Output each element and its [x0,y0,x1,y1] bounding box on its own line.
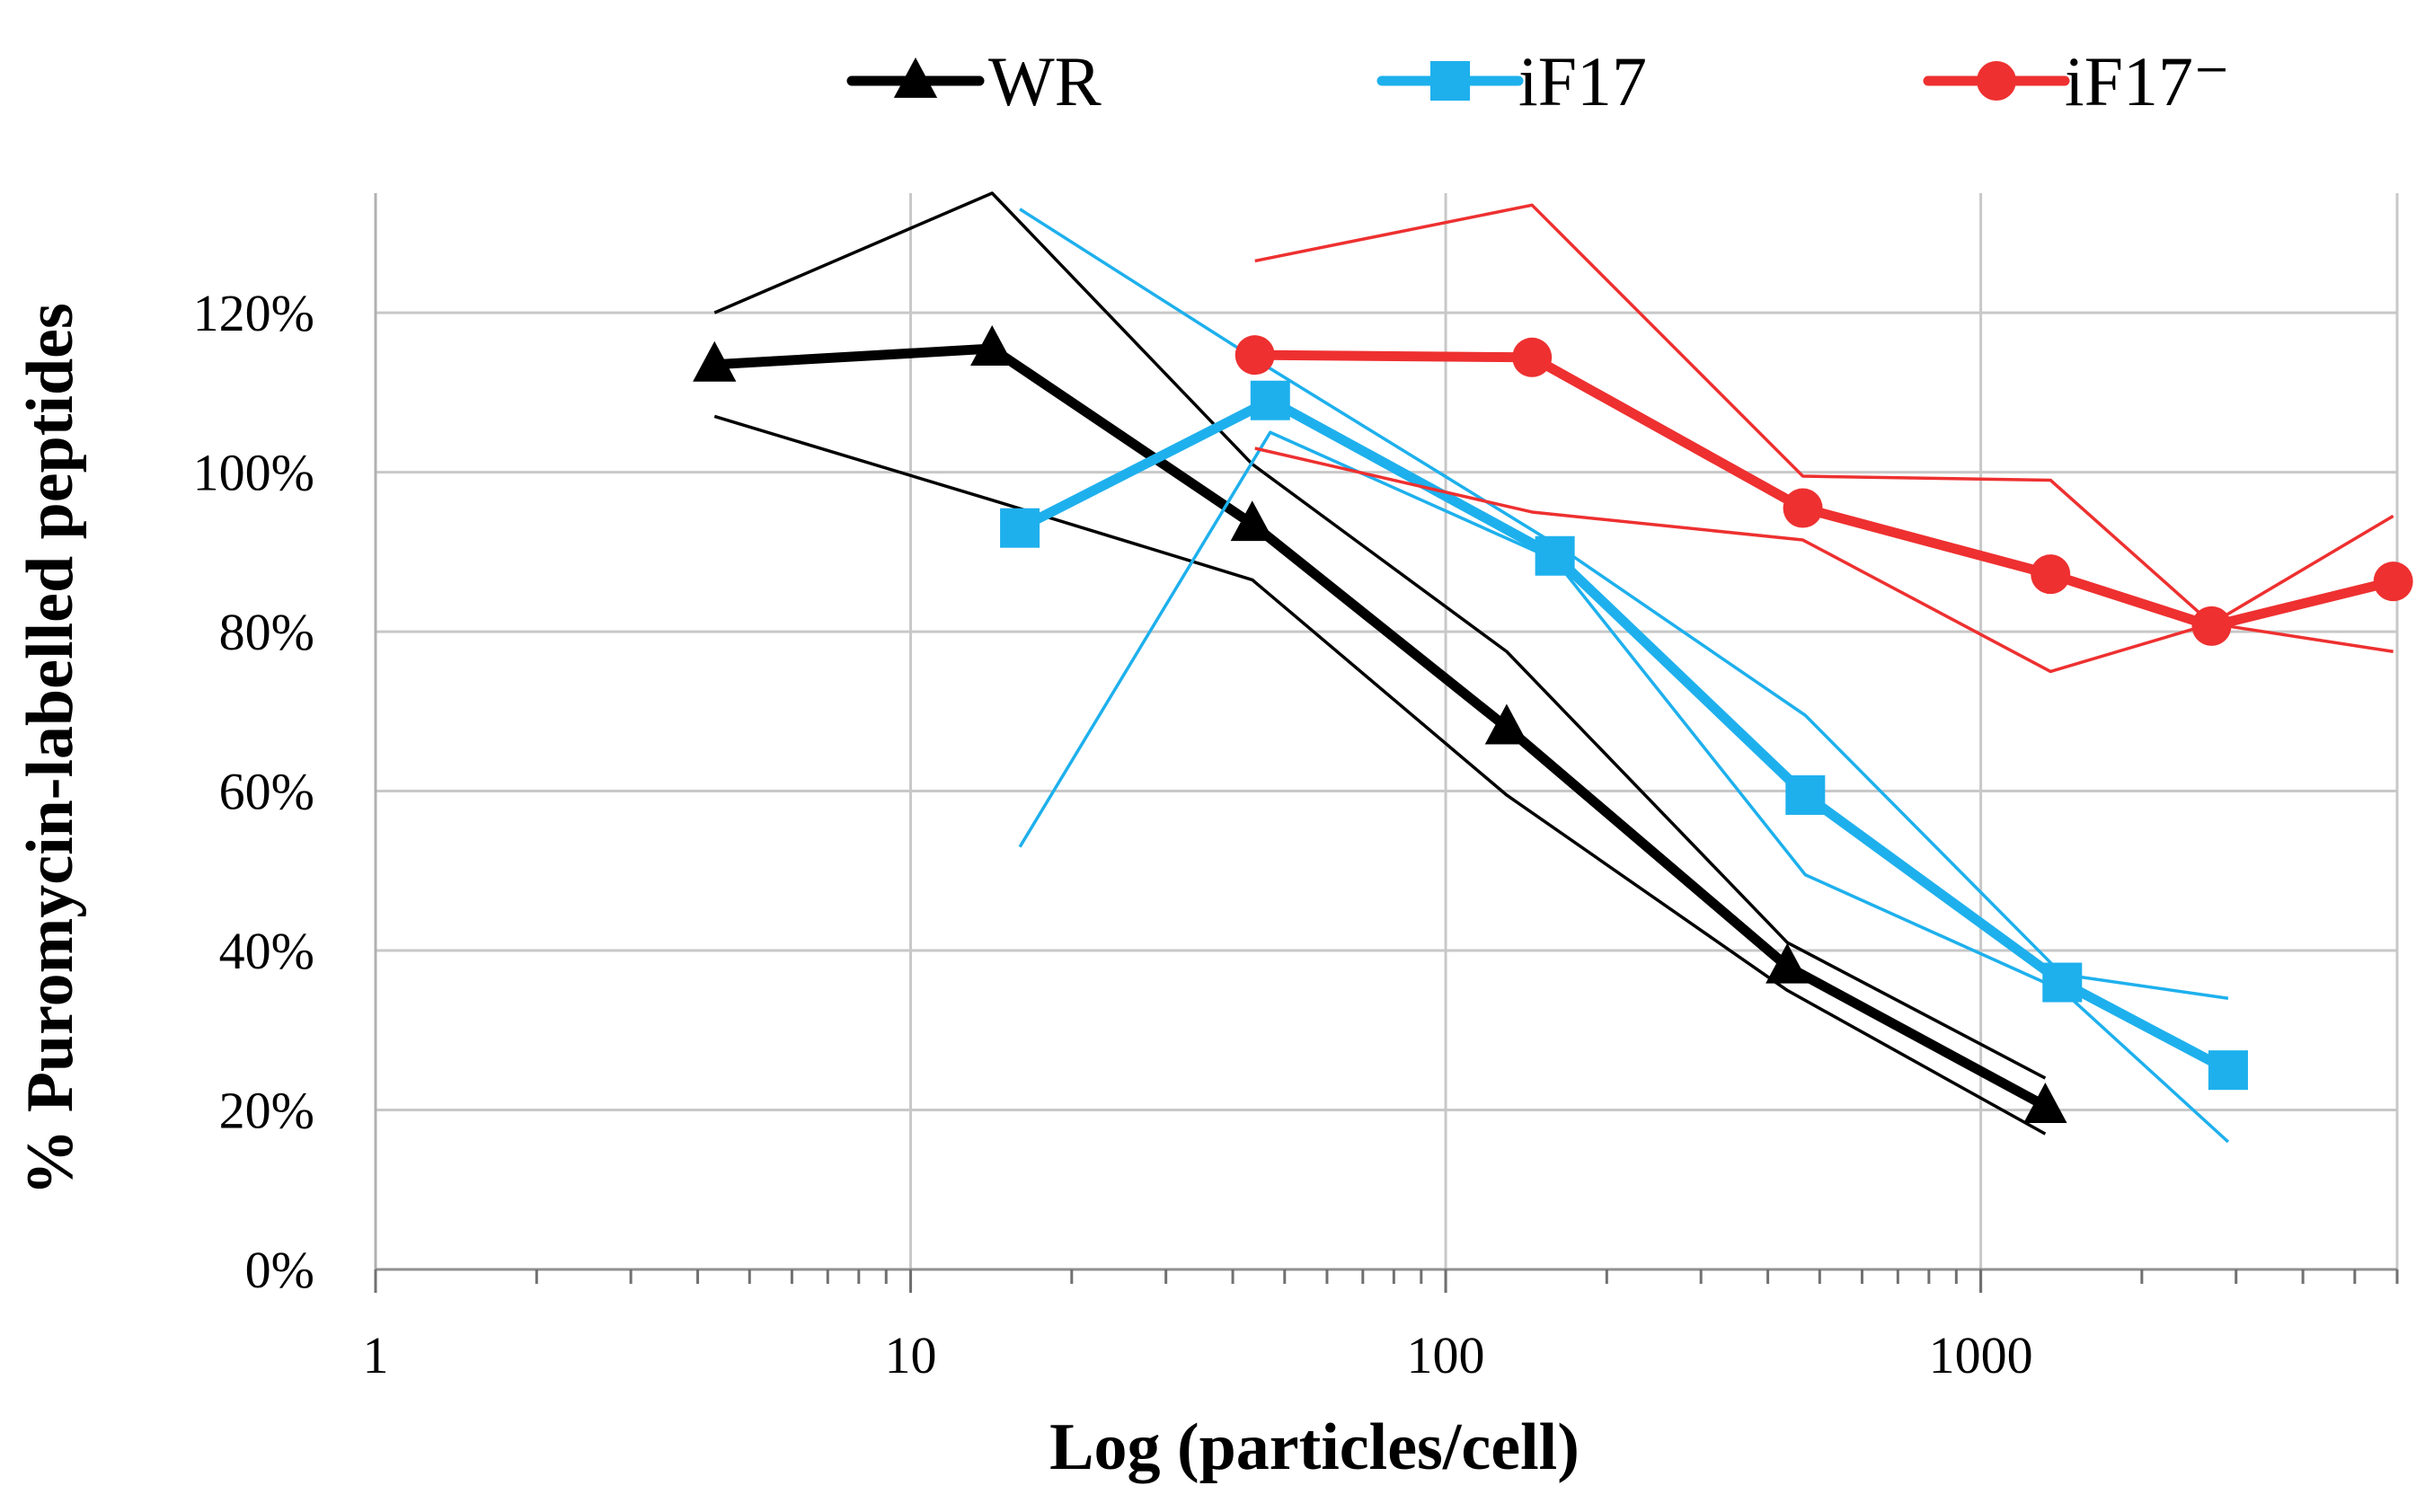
lower-bound-line [1018,430,2230,1144]
lower-bound-line [1254,447,2394,674]
legend-marker [1977,61,2016,101]
y-tick-label: 120% [193,284,314,342]
data-point [2191,606,2232,646]
upper-bound-line [713,191,2047,1080]
data-point [1512,337,1553,377]
legend-item-2: iF17⁻ [1923,42,2230,120]
y-tick-label: 20% [219,1082,314,1140]
legend-label: WR [988,42,1102,120]
data-point [1250,380,1290,420]
data-point [2042,962,2083,1003]
series-line [1014,395,2234,1075]
legend-marker [1430,61,1470,101]
lower-bound-line [713,414,2047,1136]
data-point [1535,535,1575,576]
data-point [2023,1083,2067,1123]
data-point [1235,335,1275,376]
x-tick-label: 100 [1407,1326,1485,1384]
y-tick-label: 60% [219,763,314,821]
data-point [970,325,1014,366]
x-axis-title: Log (particles/cell) [1049,1410,1580,1484]
upper-bound-line [1254,203,2394,625]
data-point [1783,488,1823,528]
upper-bound-line [1019,208,2229,1001]
legend-marker [893,57,938,98]
data-point [1766,942,1810,984]
legend-item-1: iF17 [1376,42,1647,120]
data-point [2373,561,2413,602]
legend-item-0: WR [846,42,1102,120]
y-axis-title: % Puromycin-labelled peptides [13,303,87,1196]
series-line [1250,349,2399,632]
x-tick-label: 1000 [1929,1326,2033,1384]
legend: WR iF17 iF17⁻ [846,42,2230,120]
legend-label: iF17 [1518,42,1647,120]
data-point [1000,508,1040,548]
gridlines [376,193,2399,1269]
axes: 0% 20% 40% 60% 80% 100% 120% 1 10 100 1000 [193,193,2399,1384]
x-tick-label: 1 [363,1326,389,1384]
y-tick-label: 100% [193,444,314,502]
series-1 [1000,208,2248,1144]
series-2 [1235,203,2413,674]
data-point [1230,500,1274,542]
data-point [693,340,737,382]
y-tick-label: 0% [245,1241,314,1299]
data-point [2031,554,2071,595]
y-tick-label: 80% [219,603,314,661]
series [693,191,2413,1144]
data-point [2208,1050,2248,1091]
series-line [709,343,2050,1111]
y-tick-label: 40% [219,922,314,980]
x-tick-label: 10 [885,1326,937,1384]
series-0 [693,191,2067,1136]
legend-label: iF17⁻ [2065,42,2230,120]
data-point [1785,774,1826,815]
data-point [1484,703,1529,745]
